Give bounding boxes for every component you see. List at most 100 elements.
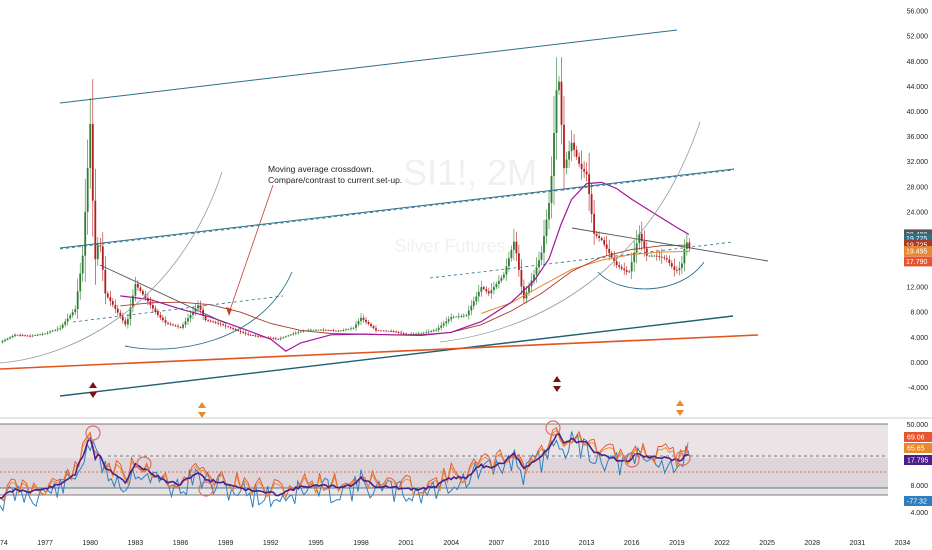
long-term-support-line[interactable]: [0, 334, 759, 370]
price-tag-label: 19.725: [906, 242, 928, 249]
price-tag-label: 19.495: [906, 249, 928, 256]
osc-tag: [904, 432, 932, 442]
candle-body: [655, 255, 658, 257]
candle-body: [563, 124, 565, 168]
candle-body: [36, 334, 39, 336]
downtrend-2011-line[interactable]: [571, 227, 769, 262]
candle-body: [194, 308, 197, 312]
candle-body: [660, 256, 663, 258]
candle-body: [84, 211, 87, 256]
lower-channel-line[interactable]: [59, 315, 734, 397]
candle-body: [360, 317, 362, 322]
candle-body: [523, 286, 525, 299]
y-axis: -4.0000.0004.0008.00012.00016.00020.0002…: [907, 9, 929, 392]
candle-body: [603, 240, 606, 245]
candle-body: [402, 333, 405, 334]
candle-body: [558, 81, 560, 91]
candle-body: [340, 330, 342, 332]
candle-body: [442, 323, 445, 326]
y-tick-label: 24.000: [907, 209, 929, 216]
candle-body: [505, 266, 508, 275]
candle-body: [681, 263, 683, 269]
annotation-arrowhead: [226, 307, 232, 316]
candle-body: [538, 259, 540, 268]
candle-body: [207, 320, 209, 321]
candle-body: [187, 318, 189, 322]
candle-body: [515, 241, 518, 254]
candle-body: [86, 167, 89, 212]
parabolic-curve-1970s[interactable]: [0, 171, 223, 364]
candle-body: [513, 241, 515, 250]
candle-body: [365, 319, 367, 322]
candle-body: [14, 334, 16, 337]
dashed-mid-line[interactable]: [429, 241, 734, 279]
candle-body: [540, 252, 543, 260]
candle-body: [630, 262, 633, 272]
candle-body: [350, 328, 352, 330]
x-tick-label: 1995: [308, 540, 324, 547]
candle-body: [337, 330, 340, 332]
candle-body: [327, 330, 330, 331]
rounding-bottom-1980s[interactable]: [124, 271, 293, 350]
candle-body: [24, 335, 26, 337]
candle-body: [1, 341, 4, 343]
candle-body: [330, 330, 332, 331]
candle-body: [362, 317, 365, 320]
candle-body: [432, 330, 435, 332]
candle-body: [665, 258, 668, 260]
candle-body: [638, 233, 641, 244]
middle-channel-line[interactable]: [59, 168, 735, 249]
dashed-resistance-line[interactable]: [59, 169, 735, 250]
marker-2011: [553, 376, 561, 392]
candle-body: [9, 337, 11, 339]
candle-body: [269, 337, 272, 339]
candle-body: [605, 244, 608, 249]
candle-body: [56, 328, 59, 330]
candle-body: [29, 335, 31, 337]
candle-body: [477, 291, 480, 297]
candle-body: [167, 322, 169, 324]
candle-body: [137, 284, 139, 288]
upper-channel-line[interactable]: [59, 29, 678, 104]
x-axis: 1974 1977 1980 1983 1986 1989 1992 1995 1998 2001…: [0, 540, 910, 547]
osc-tick-label: 4.000: [910, 510, 928, 517]
candle-body: [222, 324, 224, 326]
candle-body: [510, 249, 513, 259]
candle-body: [162, 317, 164, 321]
ma-orange-line: [481, 250, 689, 314]
candle-body: [533, 274, 535, 281]
candle-body: [460, 316, 463, 317]
candle-body: [282, 337, 285, 339]
candle-body: [34, 335, 36, 336]
candle-body: [678, 268, 681, 271]
candle-body: [420, 333, 423, 335]
candle-body: [380, 330, 382, 332]
candle-body: [580, 163, 583, 169]
candle-body: [593, 213, 595, 234]
candle-body: [508, 258, 510, 267]
candle-body: [124, 320, 127, 325]
y-tick-label: 56.000: [907, 9, 929, 16]
parabolic-curve-2000s[interactable]: [439, 121, 701, 343]
candle-body: [560, 81, 563, 125]
candle-body: [377, 330, 380, 332]
candle-body: [575, 149, 578, 157]
candle-body: [284, 336, 287, 338]
candle-body: [535, 267, 538, 275]
downtrend-1980-line[interactable]: [99, 264, 226, 324]
x-tick-label: 1983: [128, 540, 144, 547]
candle-body: [317, 329, 320, 331]
candle-body: [518, 253, 520, 270]
candle-body: [608, 248, 611, 254]
candle-body: [26, 335, 29, 337]
osc-tag: [904, 496, 932, 506]
candle-body: [99, 245, 102, 247]
candle-body: [232, 328, 234, 330]
dashed-1980s-line[interactable]: [72, 295, 284, 323]
price-tag: [904, 239, 932, 250]
candle-body: [322, 329, 325, 331]
candle-body: [450, 317, 453, 320]
rounding-bottom-2016[interactable]: [597, 261, 705, 290]
candle-body: [390, 330, 392, 332]
